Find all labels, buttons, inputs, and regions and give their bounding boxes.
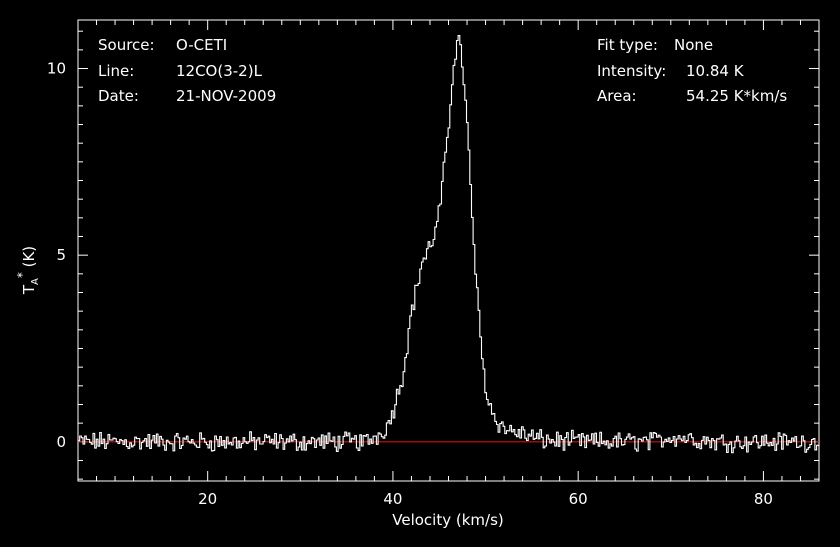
y-axis-label-unit: (K) — [20, 246, 38, 272]
spectrum-line — [78, 35, 819, 454]
intensity-label: Intensity: — [597, 62, 666, 80]
y-axis-label-sub: A — [30, 278, 41, 285]
intensity-value: 10.84 K — [686, 62, 745, 80]
y-axis-label-main: T — [20, 284, 38, 295]
y-tick-label: 0 — [56, 433, 66, 451]
y-axis-label: TA* (K) — [15, 246, 41, 295]
line-value: 12CO(3-2)L — [176, 62, 263, 80]
source-label: Source: — [98, 36, 155, 54]
x-tick-label: 20 — [198, 490, 217, 508]
area-label: Area: — [597, 87, 637, 105]
source-value: O-CETI — [176, 36, 227, 54]
line-label: Line: — [98, 62, 134, 80]
area-value: 54.25 K*km/s — [686, 87, 787, 105]
y-tick-label: 10 — [47, 60, 66, 78]
x-tick-label: 60 — [569, 490, 588, 508]
x-axis-label: Velocity (km/s) — [392, 511, 503, 529]
date-label: Date: — [98, 87, 139, 105]
x-tick-label: 80 — [754, 490, 773, 508]
ticks-group: 20 40 60 80 0 5 10 — [47, 20, 820, 508]
x-tick-label: 40 — [383, 490, 402, 508]
fit-type-value: None — [674, 36, 713, 54]
fit-type-label: Fit type: — [597, 36, 658, 54]
date-value: 21-NOV-2009 — [176, 87, 276, 105]
y-axis-label-super: * — [15, 272, 29, 278]
y-tick-label: 5 — [56, 246, 66, 264]
